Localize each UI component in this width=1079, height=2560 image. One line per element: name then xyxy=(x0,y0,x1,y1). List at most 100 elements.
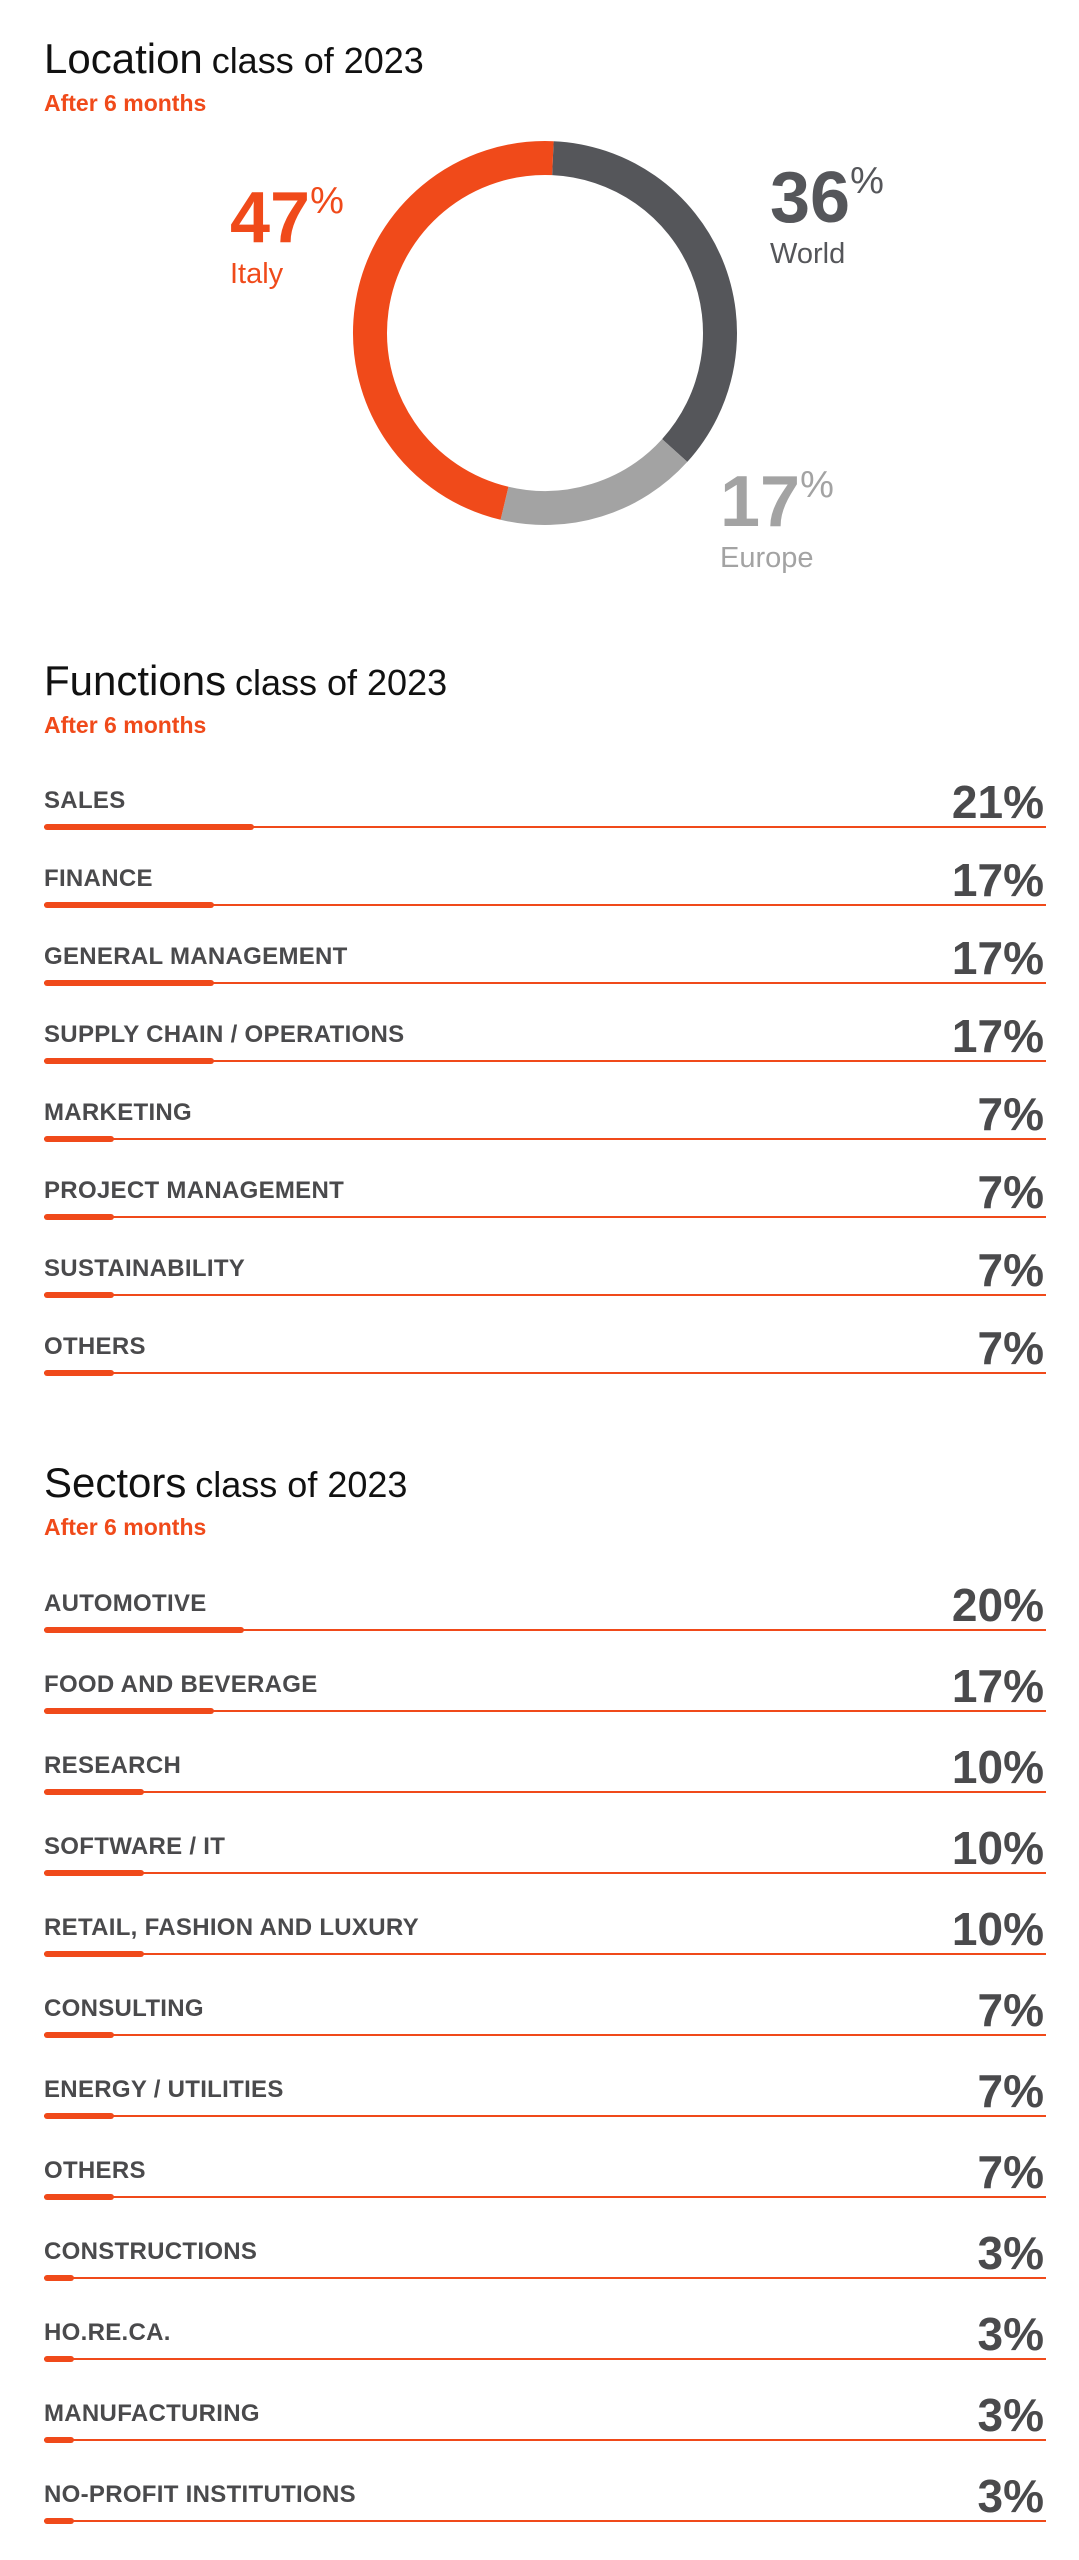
function-row: PROJECT MANAGEMENT 7% xyxy=(44,1153,1046,1231)
sector-value: 10% xyxy=(951,1903,1044,1955)
sector-track xyxy=(44,2358,1046,2360)
sector-bar xyxy=(44,2113,115,2119)
sector-value: 3% xyxy=(977,2470,1044,2522)
donut-label-world: 36% World xyxy=(770,162,884,269)
sector-row: OTHERS 7% xyxy=(44,2133,1046,2211)
function-value: 17% xyxy=(951,854,1044,906)
donut-unit-europe: % xyxy=(800,464,834,506)
functions-header: Functions class of 2023 After 6 months xyxy=(44,660,447,739)
sector-value: 3% xyxy=(977,2389,1044,2441)
sector-value: 3% xyxy=(977,2308,1044,2360)
function-bar xyxy=(44,1136,115,1142)
sector-track xyxy=(44,1872,1046,1874)
sectors-title-main: Sectors xyxy=(44,1459,187,1506)
sectors-title-sub: class of 2023 xyxy=(195,1464,408,1505)
sectors-title: Sectors class of 2023 xyxy=(44,1462,407,1504)
donut-name-europe: Europe xyxy=(720,542,814,574)
sector-label: MANUFACTURING xyxy=(44,2400,260,2427)
sector-track xyxy=(44,2034,1046,2036)
sector-bar xyxy=(44,1789,145,1795)
function-label: SALES xyxy=(44,787,126,814)
sector-value: 7% xyxy=(977,2065,1044,2117)
sector-track xyxy=(44,1629,1046,1631)
sector-track xyxy=(44,2439,1046,2441)
sectors-note: After 6 months xyxy=(44,1514,207,1540)
sector-label: AUTOMOTIVE xyxy=(44,1590,207,1617)
function-bar xyxy=(44,1292,115,1298)
sector-row: CONSTRUCTIONS 3% xyxy=(44,2214,1046,2292)
sector-row: MANUFACTURING 3% xyxy=(44,2376,1046,2454)
function-row: SUPPLY CHAIN / OPERATIONS 17% xyxy=(44,997,1046,1075)
donut-value-world: 36 xyxy=(770,158,851,238)
functions-note: After 6 months xyxy=(44,712,207,738)
sector-label: RETAIL, FASHION AND LUXURY xyxy=(44,1914,419,1941)
sector-row: AUTOMOTIVE 20% xyxy=(44,1566,1046,1644)
function-label: MARKETING xyxy=(44,1099,193,1126)
function-row: SUSTAINABILITY 7% xyxy=(44,1231,1046,1309)
sector-label: NO-PROFIT INSTITUTIONS xyxy=(44,2481,356,2508)
function-label: GENERAL MANAGEMENT xyxy=(44,943,348,970)
function-row: OTHERS 7% xyxy=(44,1309,1046,1387)
sector-track xyxy=(44,2520,1046,2522)
donut-slice-world xyxy=(551,141,737,462)
sector-row: HO.RE.CA. 3% xyxy=(44,2295,1046,2373)
sector-value: 7% xyxy=(977,1984,1044,2036)
sector-bar xyxy=(44,2275,75,2281)
donut-unit-italy: % xyxy=(310,180,344,222)
function-bar xyxy=(44,824,255,830)
sector-label: OTHERS xyxy=(44,2157,146,2184)
function-label: PROJECT MANAGEMENT xyxy=(44,1177,345,1204)
donut-name-world: World xyxy=(770,238,846,270)
donut-label-italy: 47% Italy xyxy=(230,182,344,289)
function-row: MARKETING 7% xyxy=(44,1075,1046,1153)
function-label: OTHERS xyxy=(44,1333,146,1360)
function-label: FINANCE xyxy=(44,865,153,892)
function-bar xyxy=(44,1370,115,1376)
function-value: 21% xyxy=(951,776,1044,828)
sector-label: HO.RE.CA. xyxy=(44,2319,171,2346)
function-track xyxy=(44,1060,1046,1062)
sector-bar xyxy=(44,2032,115,2038)
location-note: After 6 months xyxy=(44,90,207,116)
function-track xyxy=(44,1372,1046,1374)
sector-bar xyxy=(44,1951,145,1957)
sector-track xyxy=(44,2196,1046,2198)
sector-label: SOFTWARE / IT xyxy=(44,1833,226,1860)
function-value: 17% xyxy=(951,1010,1044,1062)
sector-bar xyxy=(44,2437,75,2443)
sectors-header: Sectors class of 2023 After 6 months xyxy=(44,1462,407,1541)
location-title: Location class of 2023 xyxy=(44,38,424,80)
sector-track xyxy=(44,1791,1046,1793)
sector-bar xyxy=(44,2356,75,2362)
sector-track xyxy=(44,1953,1046,1955)
sector-row: FOOD AND BEVERAGE 17% xyxy=(44,1647,1046,1725)
sector-track xyxy=(44,1710,1046,1712)
function-bar xyxy=(44,902,215,908)
sector-row: SOFTWARE / IT 10% xyxy=(44,1809,1046,1887)
sector-row: RETAIL, FASHION AND LUXURY 10% xyxy=(44,1890,1046,1968)
function-row: FINANCE 17% xyxy=(44,841,1046,919)
sector-row: ENERGY / UTILITIES 7% xyxy=(44,2052,1046,2130)
sector-bar xyxy=(44,1708,215,1714)
sector-label: FOOD AND BEVERAGE xyxy=(44,1671,318,1698)
sector-value: 20% xyxy=(951,1579,1044,1631)
function-bar xyxy=(44,980,215,986)
sector-value: 10% xyxy=(951,1822,1044,1874)
sector-track xyxy=(44,2115,1046,2117)
sector-bar xyxy=(44,2518,75,2524)
location-header: Location class of 2023 After 6 months xyxy=(44,38,424,117)
donut-value-europe: 17 xyxy=(720,462,801,542)
function-value: 7% xyxy=(977,1166,1044,1218)
function-bar xyxy=(44,1058,215,1064)
sector-bar xyxy=(44,1627,245,1633)
sector-bar xyxy=(44,1870,145,1876)
functions-title: Functions class of 2023 xyxy=(44,660,447,702)
location-title-main: Location xyxy=(44,35,203,82)
sector-row: RESEARCH 10% xyxy=(44,1728,1046,1806)
function-track xyxy=(44,1294,1046,1296)
sector-label: ENERGY / UTILITIES xyxy=(44,2076,284,2103)
donut-slice-italy xyxy=(353,141,554,520)
donut-slice-europe xyxy=(500,438,688,525)
donut-value-italy: 47 xyxy=(230,178,311,258)
function-label: SUPPLY CHAIN / OPERATIONS xyxy=(44,1021,405,1048)
